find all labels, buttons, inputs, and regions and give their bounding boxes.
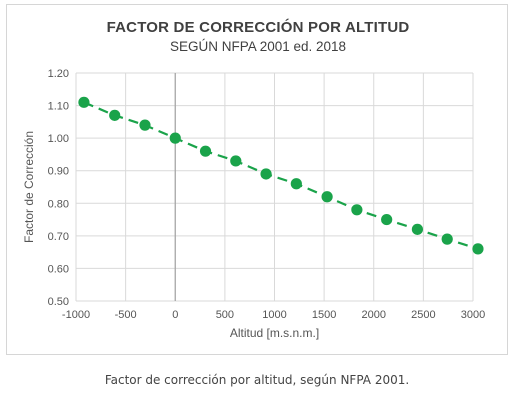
data-point xyxy=(351,204,363,216)
series-points xyxy=(78,96,484,255)
y-tick-label: 0.50 xyxy=(48,296,69,308)
y-axis-label: Factor de Corrección xyxy=(22,131,36,243)
x-tick-label: -1000 xyxy=(62,309,90,321)
data-point xyxy=(139,119,151,131)
chart-card: FACTOR DE CORRECCIÓN POR ALTITUD SEGÚN N… xyxy=(6,4,508,355)
data-point xyxy=(472,243,484,255)
y-tick-label: 0.70 xyxy=(48,231,69,243)
data-point xyxy=(441,233,453,245)
y-tick-label: 0.60 xyxy=(48,263,69,275)
y-tick-label: 0.80 xyxy=(48,198,69,210)
x-axis-label: Altitud [m.s.n.m.] xyxy=(230,326,319,340)
y-tick-label: 1.00 xyxy=(48,133,69,145)
x-tick-label: 1500 xyxy=(312,309,336,321)
grid-lines xyxy=(75,72,474,302)
x-tick-label: 500 xyxy=(216,309,234,321)
figure-caption: Factor de corrección por altitud, según … xyxy=(104,373,410,387)
data-point xyxy=(321,191,333,203)
x-tick-label: 1000 xyxy=(262,309,286,321)
x-tick-label: 2500 xyxy=(411,309,435,321)
data-point xyxy=(411,223,424,235)
data-point xyxy=(109,109,121,121)
data-point xyxy=(169,132,181,144)
x-tick-label: -500 xyxy=(115,309,137,321)
data-point xyxy=(199,145,212,157)
y-tick-label: 1.20 xyxy=(48,68,69,80)
x-tick-label: 0 xyxy=(172,309,178,321)
y-tick-label: 0.90 xyxy=(48,166,69,178)
y-axis-ticks: 0.50 0.60 0.70 0.80 0.90 1.00 1.10 1.20 xyxy=(48,68,69,308)
x-tick-label: 2000 xyxy=(362,309,386,321)
data-point xyxy=(381,213,393,226)
x-axis-ticks: -1000 -500 0 500 1000 1500 2000 2500 3000 xyxy=(62,309,485,321)
chart-subtitle: SEGÚN NFPA 2001 ed. 2018 xyxy=(169,39,347,54)
data-point xyxy=(290,178,302,190)
data-point xyxy=(230,155,242,167)
chart-plot: 0.50 0.60 0.70 0.80 0.90 1.00 1.10 1.20 -1000 -5… xyxy=(22,68,485,340)
chart-title: FACTOR DE CORRECCIÓN POR ALTITUD xyxy=(106,19,410,36)
y-tick-label: 1.10 xyxy=(48,101,69,113)
data-point xyxy=(78,96,90,108)
x-tick-label: 3000 xyxy=(461,309,485,321)
data-point xyxy=(260,168,272,180)
